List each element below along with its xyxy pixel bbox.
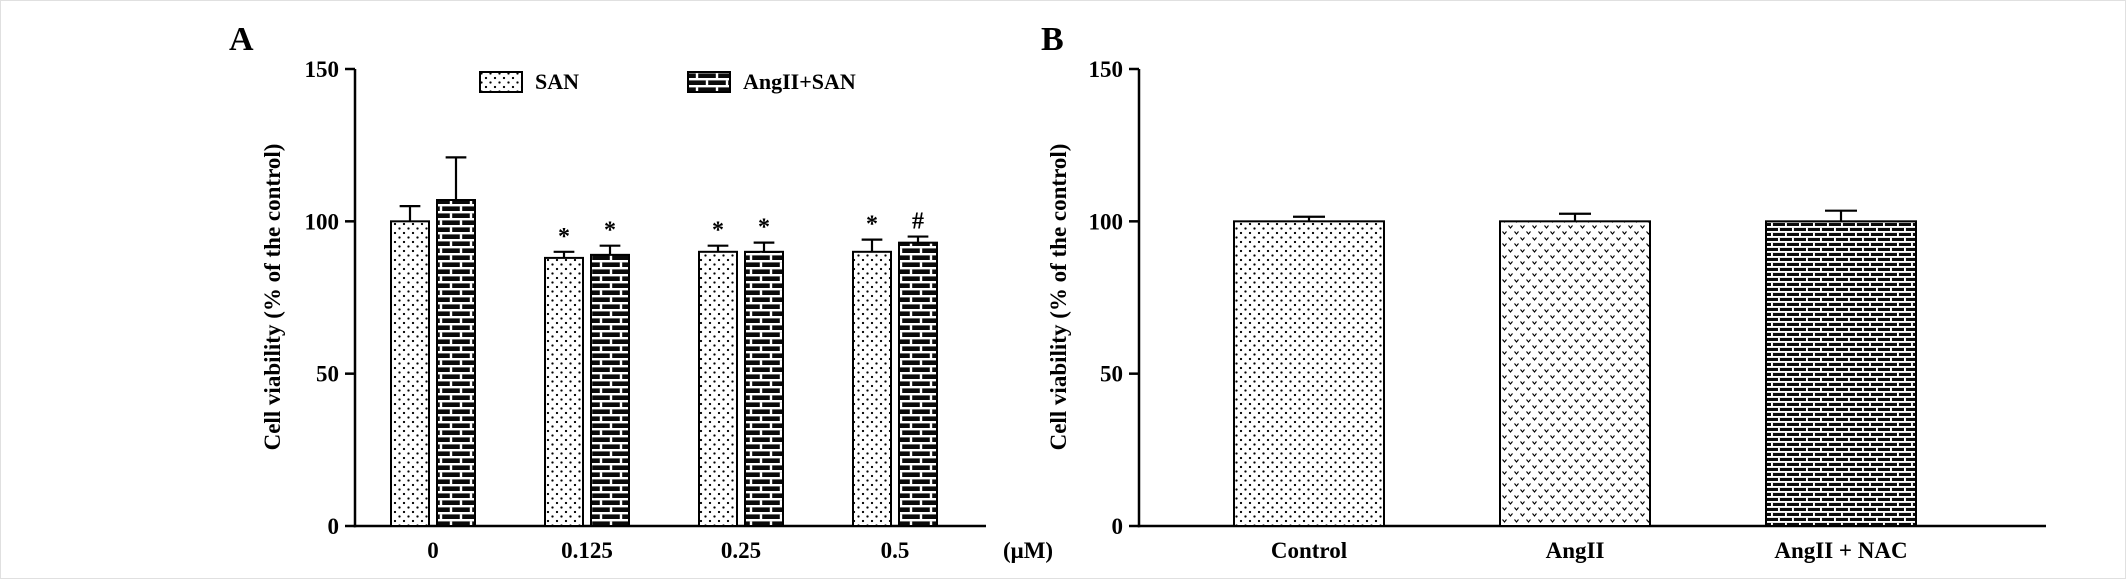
x-category-label: AngII + NAC [1774, 538, 1907, 563]
bar-SAN-0.25 [698, 250, 738, 528]
y-tick-label: 100 [305, 209, 340, 234]
y-tick-label: 100 [1089, 209, 1124, 234]
bar-AngII+SAN-0.25 [744, 250, 784, 528]
bar-Cell viability-AngII [1499, 220, 1651, 527]
bar-AngII+SAN-0.125 [590, 253, 630, 527]
significance-marker: * [558, 224, 570, 250]
significance-marker: * [866, 212, 878, 238]
significance-marker: # [912, 209, 924, 235]
san-pattern-swatch [479, 71, 523, 93]
bar-SAN-0 [390, 220, 430, 527]
legend-label-san: SAN [535, 69, 580, 94]
significance-marker: * [712, 218, 724, 244]
panel-a-chart: 0 50 100 150 0 0.125 * * 0.25 * * 0.5 * # (μM) [305, 57, 1054, 563]
legend-item-angii-san: AngII+SAN [687, 71, 856, 93]
bar-SAN-0.5 [852, 250, 892, 528]
x-category-label: 0.25 [721, 538, 761, 563]
panel-b-chart: 0 50 100 150 Control AngII AngII + NAC [1089, 57, 2046, 563]
panel-b-letter: B [1041, 21, 1064, 58]
x-category-label: 0.5 [881, 538, 910, 563]
x-unit-label: (μM) [1003, 538, 1053, 563]
bar-Cell viability-Control [1233, 220, 1385, 527]
significance-marker: * [604, 218, 616, 244]
legend-label-angii-san: AngII+SAN [743, 69, 856, 94]
x-category-label: Control [1271, 538, 1347, 563]
panel-a-letter: A [229, 21, 254, 58]
x-category-label: 0.125 [561, 538, 613, 563]
y-tick-label: 50 [1100, 362, 1123, 387]
bar-SAN-0.125 [544, 256, 584, 527]
y-tick-label: 0 [1112, 514, 1124, 539]
x-category-label: 0 [427, 538, 439, 563]
angii-san-pattern-swatch [687, 71, 731, 93]
y-tick-label: 150 [305, 57, 340, 82]
significance-marker: * [758, 215, 770, 241]
panel-b-y-axis-title: Cell viability (% of the control) [1046, 143, 1071, 451]
y-tick-label: 0 [328, 514, 340, 539]
x-category-label: AngII [1546, 538, 1605, 563]
y-tick-label: 50 [316, 362, 339, 387]
y-tick-label: 150 [1089, 57, 1124, 82]
bar-AngII+SAN-0 [436, 199, 476, 528]
bar-Cell viability-AngII + NAC [1765, 220, 1917, 527]
panels-root: 0 50 100 150 0 0.125 * * 0.25 * * 0.5 * # (μM) 0 50 100 15… [305, 57, 2046, 563]
panel-a-y-axis-title: Cell viability (% of the control) [260, 143, 285, 451]
bar-AngII+SAN-0.5 [898, 241, 938, 527]
legend-item-san: SAN [479, 71, 579, 93]
